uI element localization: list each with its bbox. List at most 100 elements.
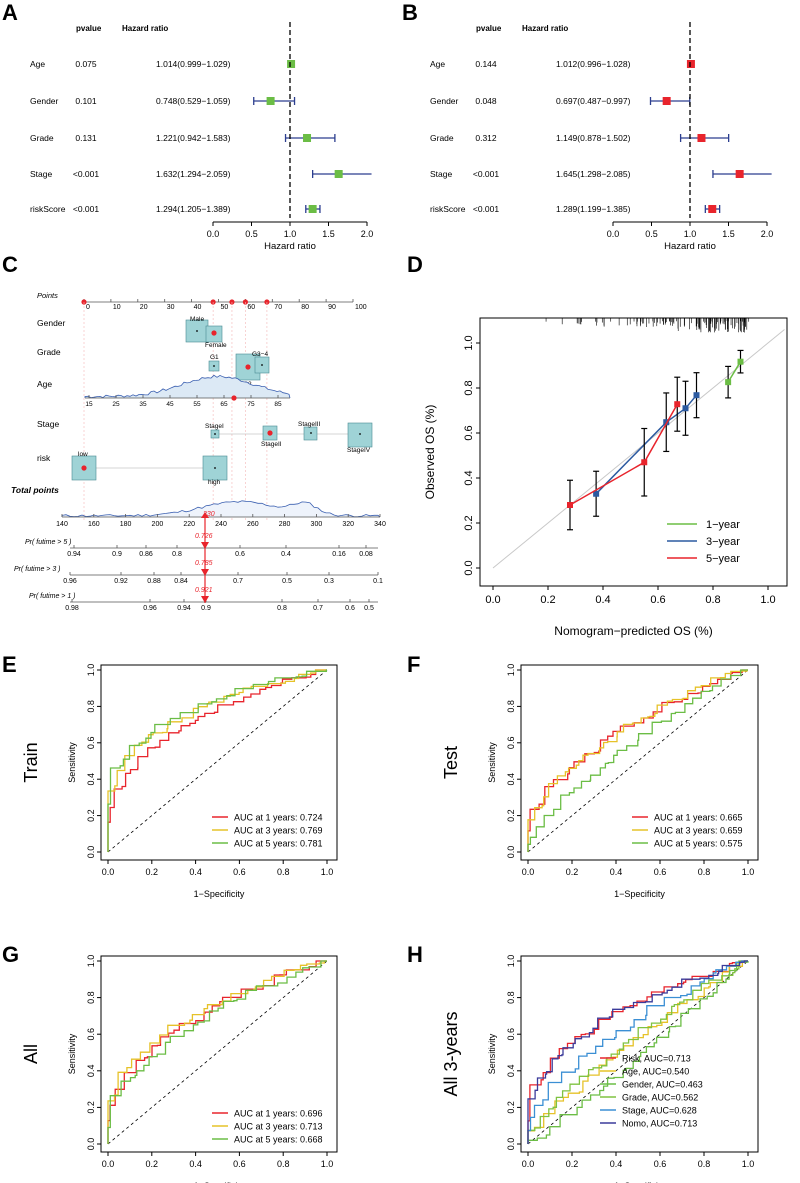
points-tick-label: 90: [328, 304, 336, 311]
gender-dot-male: [196, 330, 198, 332]
risk-label: risk: [37, 453, 51, 463]
x-tick-label: 0.4: [610, 867, 623, 877]
total-density: [61, 500, 381, 518]
hr-marker: [303, 134, 312, 142]
calibration-point: [725, 379, 732, 386]
row-label: Gender: [430, 96, 459, 106]
stage-level-iii: StageIII: [298, 421, 321, 428]
hr-value: 1.014(0.999−1.029): [156, 59, 231, 69]
y-tick-label: 0.2: [463, 515, 475, 530]
stage-box-iv: [347, 422, 373, 448]
calibration-line: [595, 394, 698, 495]
risk-level-low: low: [78, 451, 88, 458]
prob-tick-label: 0.3: [324, 578, 334, 585]
hr-value: 0.697(0.487−0.997): [556, 96, 631, 106]
legend-label: Risk, AUC=0.713: [622, 1054, 691, 1064]
hr-marker: [266, 97, 275, 105]
y-tick-label: 0.2: [86, 809, 96, 822]
y-tick-label: 1.0: [506, 664, 516, 677]
prob-tick-label: 0.5: [282, 578, 292, 585]
x-tick-label: 0.2: [566, 867, 579, 877]
prob-marker: [201, 596, 209, 603]
total-tick-label: 200: [152, 521, 164, 528]
y-axis-label: Sensitivity: [67, 1033, 77, 1074]
hr-header: Hazard ratio: [522, 24, 568, 33]
roc-plot-h: 0.0 0.0 0.2 0.2 0.4 0.4 0.6 0.6 0.8 0.8 1.0 1.0 1−Sp…: [441, 955, 759, 1183]
x-tick-label: 1.0: [742, 867, 755, 877]
points-tick-label: 20: [140, 304, 148, 311]
hr-marker: [735, 170, 744, 178]
forest-plot-a: pvalue Hazard ratio Age 0.075 1.014(0.999−1.…: [30, 22, 373, 252]
risk-dot-high: [214, 467, 216, 469]
calibration-point: [593, 490, 600, 497]
prob-tick-label: 0.8: [277, 605, 287, 612]
x-tick-label: 0.2: [146, 867, 159, 877]
roc-curve: [527, 669, 748, 852]
legend-label: AUC at 1 years: 0.724: [234, 813, 323, 823]
prob-tick-label: 0.94: [67, 551, 81, 558]
pvalue-header: pvalue: [476, 24, 502, 33]
panel-letter-b: B: [402, 0, 418, 25]
legend-label: AUC at 1 years: 0.665: [654, 813, 743, 823]
prob-value: 0.785: [195, 560, 213, 567]
panel-letter-c: C: [2, 252, 18, 277]
prob-value: 0.921: [195, 587, 213, 594]
prob-tick-label: 0.08: [359, 551, 373, 558]
pvalue: <0.001: [73, 169, 100, 179]
hr-value: 1.289(1.199−1.385): [556, 204, 631, 214]
row-label: Stage: [30, 169, 52, 179]
y-axis-label: Sensitivity: [67, 742, 77, 783]
calibration-plot: 0.0 0.0 0.2 0.2 0.4 0.4 0.6 0.6 0.8 0.8 1.0 1.0 Nomo…: [423, 317, 788, 638]
side-label: All: [21, 1044, 41, 1064]
legend-label: AUC at 3 years: 0.659: [654, 826, 743, 836]
legend-label: 5−year: [706, 553, 740, 565]
x-tick-label: 1.0: [760, 594, 775, 606]
gender-label: Gender: [37, 318, 66, 328]
y-tick-label: 0.6: [506, 737, 516, 750]
points-tick-label: 50: [221, 304, 229, 311]
side-label: Train: [21, 742, 41, 782]
pvalue: 0.312: [475, 133, 497, 143]
pvalue: 0.101: [75, 96, 97, 106]
row-label: riskScore: [430, 204, 466, 214]
age-tick-label: 55: [193, 401, 201, 408]
y-tick-label: 0.6: [463, 425, 475, 440]
prob-tick-label: 0.1: [373, 578, 383, 585]
roc-curve: [107, 669, 327, 852]
legend-label: Grade, AUC=0.562: [622, 1093, 698, 1103]
roc-plot-e: 0.0 0.0 0.2 0.2 0.4 0.4 0.6 0.6 0.8 0.8 1.0 1.0 1−Sp…: [21, 664, 338, 899]
prob-tick-label: 0.7: [313, 605, 323, 612]
hr-marker: [308, 205, 317, 213]
row-label: riskScore: [30, 204, 66, 214]
gender-level-male: Male: [190, 316, 204, 323]
y-tick-label: 0.4: [506, 1065, 516, 1078]
x-tick-label: 0.6: [233, 867, 246, 877]
calibration-point: [737, 358, 744, 365]
row-label: Age: [30, 59, 45, 69]
risk-level-high: high: [208, 479, 221, 486]
prob-value: 0.726: [195, 533, 213, 540]
plot-frame: [520, 955, 759, 1153]
panel-letter-g: G: [2, 942, 19, 967]
total-tick-label: 240: [215, 521, 227, 528]
hr-value: 1.294(1.205−1.389): [156, 204, 231, 214]
risk-marker: [81, 465, 87, 471]
x-tick-label: 2.0: [361, 229, 374, 239]
plot-frame: [100, 664, 338, 861]
pvalue-header: pvalue: [76, 24, 102, 33]
x-axis-label: Hazard ratio: [664, 241, 716, 252]
x-tick-label: 1.0: [321, 867, 334, 877]
plot-frame: [100, 955, 338, 1153]
total-points-label: Total points: [11, 485, 59, 495]
stage-level-iv: StageIV: [347, 447, 371, 454]
y-tick-label: 0.0: [86, 1138, 96, 1151]
hr-marker: [662, 97, 671, 105]
roc-curve: [527, 960, 748, 1144]
nomogram: Points 0 10 20 30 40 50 60 70 80 90 100 Gender Male Fe…: [11, 291, 386, 612]
y-tick-label: 0.6: [86, 737, 96, 750]
total-tick-label: 220: [183, 521, 195, 528]
age-tick-label: 75: [247, 401, 255, 408]
row-label: Grade: [30, 133, 54, 143]
x-axis-label: 1−Specificity: [614, 1181, 665, 1183]
prob-tick-label: 0.5: [364, 605, 374, 612]
